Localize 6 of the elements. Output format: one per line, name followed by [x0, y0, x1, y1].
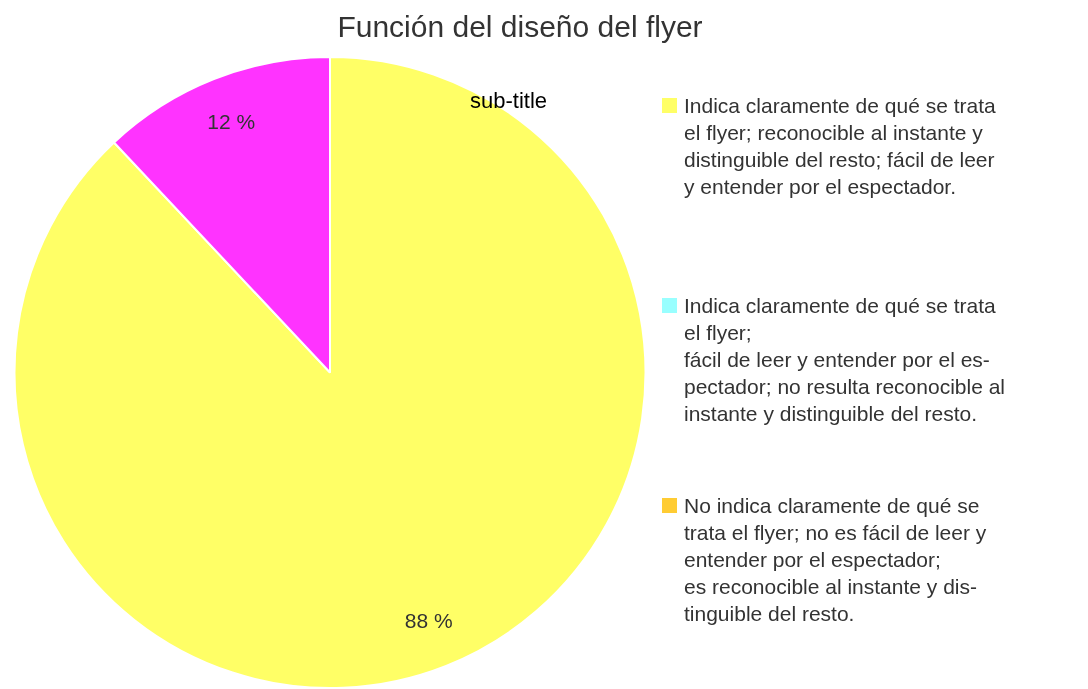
data-label: 88 %	[404, 608, 453, 632]
data-label: 12 %	[207, 109, 256, 133]
legend-label: Indica claramente de qué se trata el flyer; fácil de leer y entender por el es- pectador; no resulta reconocible al instante y distinguible del resto.	[683, 293, 1007, 427]
legend-label: No indica claramente de qué se trata el flyer; no es fácil de leer y entender por el espectador; es reconocible al instante y dis- tinguible del resto.	[683, 493, 988, 627]
legend-label: Indica claramente de qué se trata el flyer; reconocible al instante y distinguible del resto; fácil de leer y entender por el espectador.	[683, 93, 997, 200]
chart-title: Función del diseño del flyer	[336, 10, 704, 44]
